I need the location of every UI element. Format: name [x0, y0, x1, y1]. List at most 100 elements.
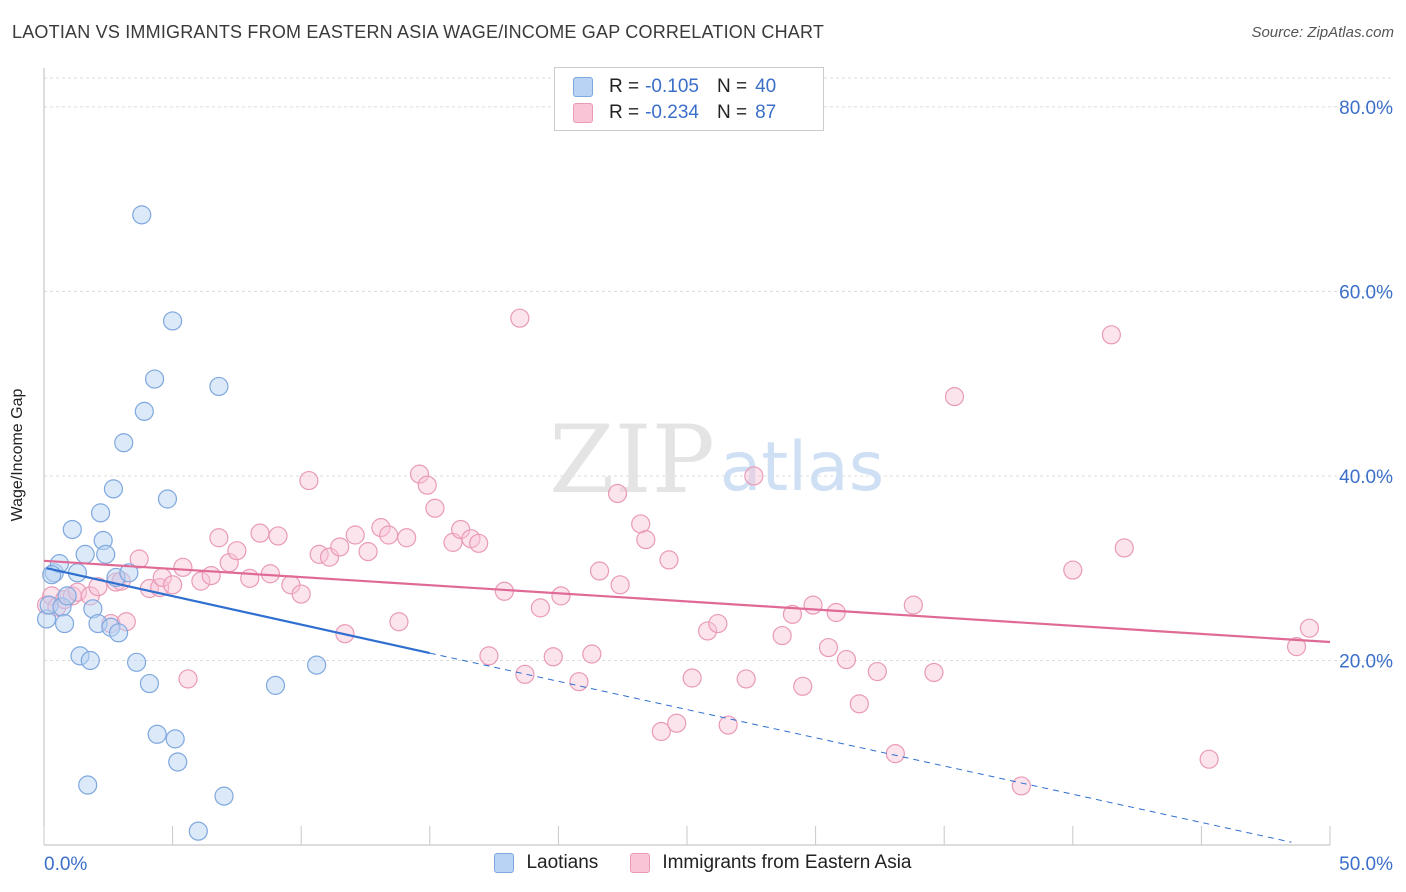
eastern-asia-point — [610, 575, 630, 595]
eastern-asia-point — [129, 549, 149, 569]
laotians-point — [165, 729, 185, 749]
laotians-points — [36, 205, 327, 841]
laotians-point — [57, 586, 77, 606]
chart-title: LAOTIAN VS IMMIGRANTS FROM EASTERN ASIA … — [12, 22, 825, 42]
eastern-asia-point — [667, 713, 687, 733]
eastern-asia-point — [782, 604, 803, 624]
laotians-point — [78, 775, 98, 795]
y-tick-label: 40.0% — [1339, 467, 1393, 488]
laotians-trend-extension — [429, 652, 1292, 843]
n-value: 87 — [755, 102, 777, 123]
eastern-asia-point — [291, 584, 311, 604]
eastern-asia-point — [836, 649, 857, 670]
legend-label-laotians: Laotians — [526, 852, 599, 873]
eastern-asia-point — [903, 595, 923, 615]
trend-lines — [43, 559, 1331, 843]
eastern-asia-point — [345, 525, 365, 545]
laotians-point — [114, 433, 134, 453]
eastern-asia-point — [371, 518, 391, 538]
eastern-asia-point — [88, 577, 108, 597]
eastern-asia-point — [379, 525, 399, 545]
eastern-asia-point — [1114, 538, 1134, 558]
eastern-asia-point — [682, 668, 702, 688]
laotians-point — [75, 544, 95, 564]
laotians-point — [144, 369, 165, 389]
laotians-point — [126, 652, 147, 672]
eastern-asia-point — [867, 661, 887, 682]
eastern-asia-point — [589, 561, 610, 581]
r-value: -0.105 — [645, 76, 699, 97]
eastern-asia-point — [1199, 749, 1219, 769]
laotians-legend-swatch — [494, 853, 515, 873]
eastern-asia-point — [826, 602, 846, 623]
eastern-asia-point — [250, 523, 270, 543]
legend-item-eastern-asia[interactable]: Immigrants from Eastern Asia — [630, 852, 912, 874]
eastern-asia-point — [417, 475, 437, 495]
eastern-asia-point — [178, 669, 198, 689]
stats-legend: R = -0.105 N = 40 R = -0.234 N = 87 — [554, 67, 824, 131]
eastern-asia-points — [36, 308, 1320, 796]
eastern-asia-point — [201, 565, 221, 586]
eastern-asia-point — [240, 568, 260, 588]
laotians-point — [80, 650, 100, 671]
laotians-point — [214, 786, 234, 806]
eastern-asia-point — [744, 466, 764, 486]
eastern-asia-point — [651, 721, 671, 742]
eastern-asia-point — [708, 613, 728, 634]
n-value: 40 — [755, 76, 777, 97]
eastern-asia-point — [409, 464, 430, 484]
r-label: R = — [609, 102, 640, 123]
laotians-point — [96, 544, 116, 564]
laotians-point — [188, 821, 208, 841]
eastern-asia-point — [543, 647, 563, 667]
eastern-asia-point — [582, 644, 602, 664]
eastern-asia-point — [515, 664, 535, 684]
laotians-swatch — [573, 77, 593, 97]
laotians-point — [139, 673, 160, 694]
eastern-asia-point — [849, 694, 869, 714]
source-label: Source: ZipAtlas.com — [1251, 24, 1394, 41]
y-tick-label: 60.0% — [1339, 282, 1393, 303]
stats-row-laotians: R = -0.105 N = 40 — [573, 74, 776, 100]
n-label: N = — [716, 76, 748, 97]
eastern-asia-point — [469, 533, 489, 553]
eastern-asia-point — [607, 483, 628, 504]
laotians-point — [209, 376, 229, 397]
laotians-point — [168, 752, 188, 772]
eastern-asia-point — [551, 586, 571, 606]
eastern-asia-point — [659, 550, 679, 570]
eastern-asia-point — [1286, 637, 1307, 657]
laotians-point — [90, 503, 111, 523]
eastern-asia-swatch — [573, 103, 593, 123]
eastern-asia-point — [425, 498, 445, 518]
eastern-asia-point — [885, 744, 905, 764]
eastern-asia-point — [530, 598, 550, 618]
legend-item-laotians[interactable]: Laotians — [494, 852, 598, 874]
eastern-asia-trend-line — [43, 559, 1331, 644]
laotians-point — [132, 205, 152, 225]
eastern-asia-point — [163, 575, 183, 595]
laotians-point — [265, 675, 286, 695]
eastern-asia-point — [636, 530, 656, 550]
eastern-asia-point — [209, 528, 229, 548]
laotians-point — [54, 613, 75, 634]
eastern-asia-point — [319, 547, 340, 567]
y-tick-label: 20.0% — [1339, 651, 1393, 672]
eastern-asia-point — [944, 387, 965, 407]
laotians-point — [147, 724, 167, 744]
eastern-asia-point — [793, 676, 813, 696]
eastern-asia-point — [569, 672, 589, 692]
eastern-asia-point — [718, 715, 738, 735]
tick-labels: 20.0% 40.0% 60.0% 80.0% 0.0% 50.0% — [44, 98, 1393, 875]
laotians-point — [108, 623, 129, 643]
eastern-asia-legend-swatch — [630, 853, 651, 873]
eastern-asia-point — [772, 625, 792, 646]
eastern-asia-point — [330, 537, 350, 557]
axes — [43, 68, 1331, 846]
laotians-point — [119, 563, 139, 583]
eastern-asia-point — [191, 571, 211, 591]
r-label: R = — [609, 76, 640, 97]
eastern-asia-point — [1299, 618, 1320, 638]
laotians-point — [134, 401, 154, 421]
